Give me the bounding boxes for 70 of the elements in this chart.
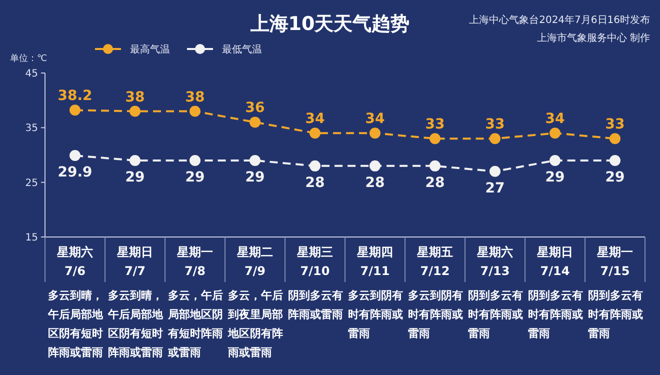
text: 多云，午后局部地区阴有短时阵雨或雷雨: [167, 289, 223, 359]
data-label: 38.2: [58, 88, 92, 104]
y-tick-label: 45: [25, 68, 38, 80]
point: [370, 160, 380, 172]
data-label: 36: [245, 100, 265, 116]
point: [130, 106, 140, 117]
x-tick-label: 星期六 7/13: [476, 245, 513, 278]
x-tick-label: 星期一 7/15: [596, 245, 633, 278]
point: [490, 166, 500, 177]
point: [250, 116, 260, 128]
data-label: 38: [185, 89, 205, 106]
data-label: 28: [305, 174, 325, 191]
data-label: 28: [365, 174, 385, 191]
point: [490, 133, 500, 144]
x-tick-label: 星期六 7/6: [56, 245, 93, 278]
point: [610, 133, 620, 144]
point: [70, 150, 80, 162]
text: 阴到多云有时有阵雨或雷雨: [468, 289, 523, 340]
text: 多云到阴有时有阵雨或雷雨: [348, 289, 403, 340]
data-label: 27: [485, 180, 505, 196]
point: [430, 160, 440, 172]
point: [310, 128, 320, 139]
x-tick-label: 星期日 7/7: [116, 245, 153, 278]
data-label: 34: [365, 111, 385, 128]
legend-label: 最高气温: [130, 44, 170, 56]
data-label: 29: [605, 169, 625, 186]
text: 多云，午后到夜里局部地区阴有阵雨或雷雨: [227, 289, 283, 359]
point: [190, 154, 200, 166]
data-label: 29.9: [58, 164, 92, 181]
data-label: 28: [425, 174, 445, 191]
data-label: 33: [605, 116, 625, 133]
legend-label: 最低气温: [222, 44, 262, 56]
point: [370, 128, 380, 139]
data-label: 29: [185, 169, 205, 186]
y-tick-label: 35: [25, 123, 38, 134]
point: [430, 133, 440, 144]
text: 上海中心气象台2024年7月6日16时发布: [469, 14, 650, 26]
point: [550, 128, 560, 139]
data-label: 29: [125, 169, 145, 186]
y-axis-title: 单位：℃: [10, 53, 48, 64]
text: 多云到晴，午后局部地区阴有短时阵雨或雷雨: [47, 289, 104, 359]
point: [250, 154, 260, 166]
text: 阴到多云有阵雨或雷雨: [288, 289, 343, 321]
y-tick-label: 15: [25, 232, 38, 244]
text: 阴到多云有时有阵雨或雷雨: [588, 289, 643, 340]
text: 阴到多云有时有阵雨或雷雨: [528, 289, 583, 340]
x-tick-label: 星期四 7/11: [356, 245, 393, 278]
y-tick-label: 25: [25, 178, 38, 189]
chart-title: 上海10天天气趋势: [249, 13, 410, 35]
data-label: 34: [305, 111, 325, 128]
point: [70, 104, 80, 116]
text: 多云到阴有时有阵雨或雷雨: [408, 289, 463, 340]
x-tick-label: 星期一 7/8: [176, 245, 213, 278]
data-label: 34: [545, 111, 565, 128]
point: [130, 154, 140, 166]
point: [610, 154, 620, 166]
point: [550, 154, 560, 166]
x-tick-label: 星期二 7/9: [236, 245, 273, 278]
data-label: 38: [125, 89, 145, 106]
x-tick-label: 星期三 7/10: [296, 245, 333, 278]
x-tick-label: 星期五 7/12: [416, 245, 453, 278]
text: 上海市气象服务中心 制作: [536, 32, 650, 44]
data-label: 29: [545, 169, 565, 186]
point: [190, 106, 200, 117]
text: 多云到晴，午后局部地区阴有短时阵雨或雷雨: [107, 289, 164, 359]
point: [310, 160, 320, 172]
data-label: 33: [425, 116, 445, 133]
data-label: 29: [245, 169, 265, 186]
data-label: 33: [485, 116, 505, 133]
x-tick-label: 星期日 7/14: [536, 245, 573, 278]
